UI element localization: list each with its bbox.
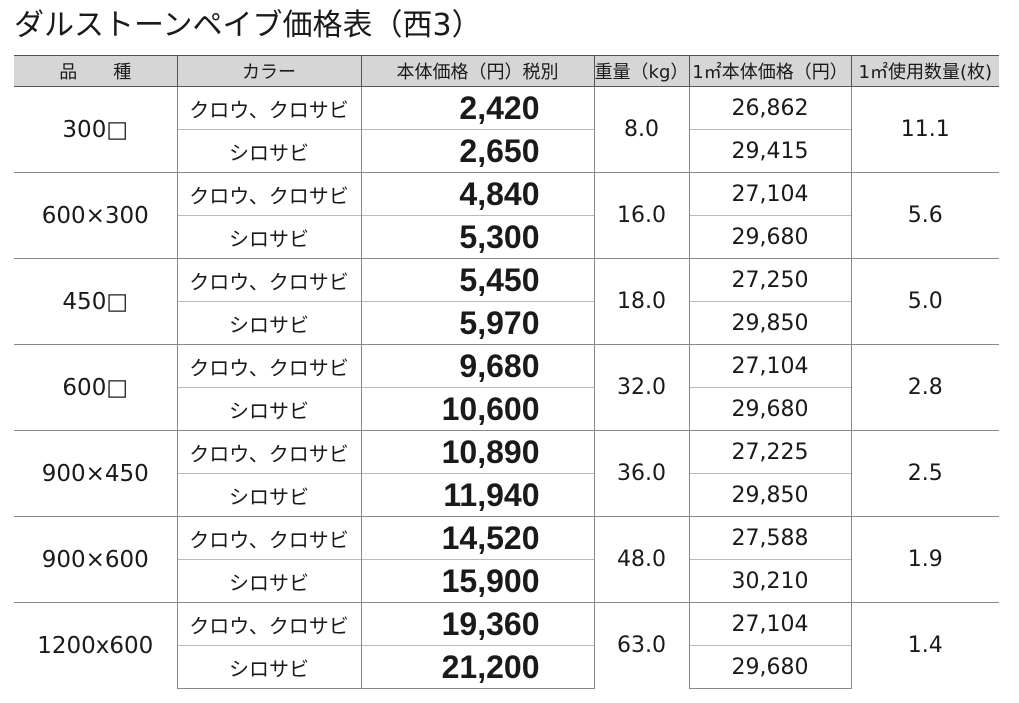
unit-price-cell: 27,225: [688, 430, 851, 474]
usage-cell: 1.9: [850, 516, 999, 603]
header-usage: 1㎡使用数量(枚): [850, 55, 999, 87]
table-row: 1200x600 クロウ、クロサビ 19,360 63.0 27,104 1.4: [14, 602, 999, 689]
weight-cell: 36.0: [593, 430, 689, 517]
page-title: ダルストーンペイブ価格表（西3）: [14, 8, 482, 43]
weight-cell: 63.0: [593, 602, 689, 689]
variety-cell: 300□: [14, 86, 177, 173]
table-row: 600□ クロウ、クロサビ 9,680 32.0 27,104 2.8: [14, 344, 999, 431]
header-price: 本体価格（円）税別: [360, 55, 594, 87]
color-cell: クロウ、クロサビ: [176, 172, 361, 216]
color-cell: シロサビ: [176, 559, 361, 603]
price-cell: 14,520: [360, 516, 594, 560]
usage-cell: 2.5: [850, 430, 999, 517]
weight-cell: 32.0: [593, 344, 689, 431]
price-cell: 5,970: [360, 301, 594, 345]
usage-cell: 2.8: [850, 344, 999, 431]
variety-cell: 600□: [14, 344, 177, 431]
color-cell: シロサビ: [176, 645, 361, 689]
table-row: 300□ クロウ、クロサビ 2,420 8.0 26,862 11.1: [14, 86, 999, 173]
unit-price-cell: 29,850: [688, 473, 851, 517]
price-cell: 4,840: [360, 172, 594, 216]
usage-cell: 5.0: [850, 258, 999, 345]
header-variety: 品 種: [14, 55, 177, 87]
unit-price-cell: 27,104: [688, 602, 851, 646]
color-cell: クロウ、クロサビ: [176, 516, 361, 560]
color-cell: クロウ、クロサビ: [176, 430, 361, 474]
unit-price-cell: 27,104: [688, 344, 851, 388]
color-cell: クロウ、クロサビ: [176, 602, 361, 646]
price-cell: 11,940: [360, 473, 594, 517]
unit-price-cell: 27,588: [688, 516, 851, 560]
unit-price-cell: 27,104: [688, 172, 851, 216]
unit-price-cell: 29,415: [688, 129, 851, 173]
weight-cell: 8.0: [593, 86, 689, 173]
variety-cell: 900×600: [14, 516, 177, 603]
price-table: 品 種 カラー 本体価格（円）税別 重量（kg） 1㎡本体価格（円） 1㎡使用数…: [14, 55, 999, 689]
table-row: 600×300 クロウ、クロサビ 4,840 16.0 27,104 5.6: [14, 172, 999, 259]
color-cell: シロサビ: [176, 473, 361, 517]
table-header-row: 品 種 カラー 本体価格（円）税別 重量（kg） 1㎡本体価格（円） 1㎡使用数…: [14, 55, 999, 87]
price-cell: 10,890: [360, 430, 594, 474]
color-cell: シロサビ: [176, 129, 361, 173]
table-row: シロサビ 2,650 29,415: [14, 129, 999, 173]
variety-cell: 900×450: [14, 430, 177, 517]
header-weight: 重量（kg）: [593, 55, 689, 87]
weight-cell: 48.0: [593, 516, 689, 603]
price-cell: 10,600: [360, 387, 594, 431]
table-row: シロサビ 5,970 29,850: [14, 301, 999, 345]
price-cell: 2,420: [360, 86, 594, 130]
table-body: 300□ クロウ、クロサビ 2,420 8.0 26,862 11.1 シロサビ 2,650 2…: [14, 86, 999, 689]
unit-price-cell: 30,210: [688, 559, 851, 603]
unit-price-cell: 29,680: [688, 645, 851, 689]
color-cell: クロウ、クロサビ: [176, 258, 361, 302]
weight-cell: 16.0: [593, 172, 689, 259]
weight-cell: 18.0: [593, 258, 689, 345]
unit-price-cell: 29,680: [688, 387, 851, 431]
color-cell: クロウ、クロサビ: [176, 86, 361, 130]
unit-price-cell: 29,680: [688, 215, 851, 259]
price-cell: 9,680: [360, 344, 594, 388]
color-cell: シロサビ: [176, 387, 361, 431]
usage-cell: 1.4: [850, 602, 999, 689]
price-cell: 15,900: [360, 559, 594, 603]
table-row: 900×450 クロウ、クロサビ 10,890 36.0 27,225 2.5: [14, 430, 999, 517]
price-cell: 2,650: [360, 129, 594, 173]
table-row: シロサビ 10,600 29,680: [14, 387, 999, 431]
variety-cell: 1200x600: [14, 602, 177, 689]
price-cell: 19,360: [360, 602, 594, 646]
unit-price-cell: 27,250: [688, 258, 851, 302]
table-row: シロサビ 5,300 29,680: [14, 215, 999, 259]
table-row: シロサビ 11,940 29,850: [14, 473, 999, 517]
color-cell: シロサビ: [176, 301, 361, 345]
color-cell: シロサビ: [176, 215, 361, 259]
table-row: シロサビ 15,900 30,210: [14, 559, 999, 603]
color-cell: クロウ、クロサビ: [176, 344, 361, 388]
price-cell: 21,200: [360, 645, 594, 689]
price-cell: 5,450: [360, 258, 594, 302]
table-row: 450□ クロウ、クロサビ 5,450 18.0 27,250 5.0: [14, 258, 999, 345]
variety-cell: 600×300: [14, 172, 177, 259]
price-cell: 5,300: [360, 215, 594, 259]
unit-price-cell: 26,862: [688, 86, 851, 130]
usage-cell: 5.6: [850, 172, 999, 259]
header-unit-price: 1㎡本体価格（円）: [688, 55, 851, 87]
usage-cell: 11.1: [850, 86, 999, 173]
variety-cell: 450□: [14, 258, 177, 345]
table-row: 900×600 クロウ、クロサビ 14,520 48.0 27,588 1.9: [14, 516, 999, 603]
header-color: カラー: [176, 55, 361, 87]
table-row: シロサビ 21,200 29,680: [14, 645, 999, 689]
unit-price-cell: 29,850: [688, 301, 851, 345]
